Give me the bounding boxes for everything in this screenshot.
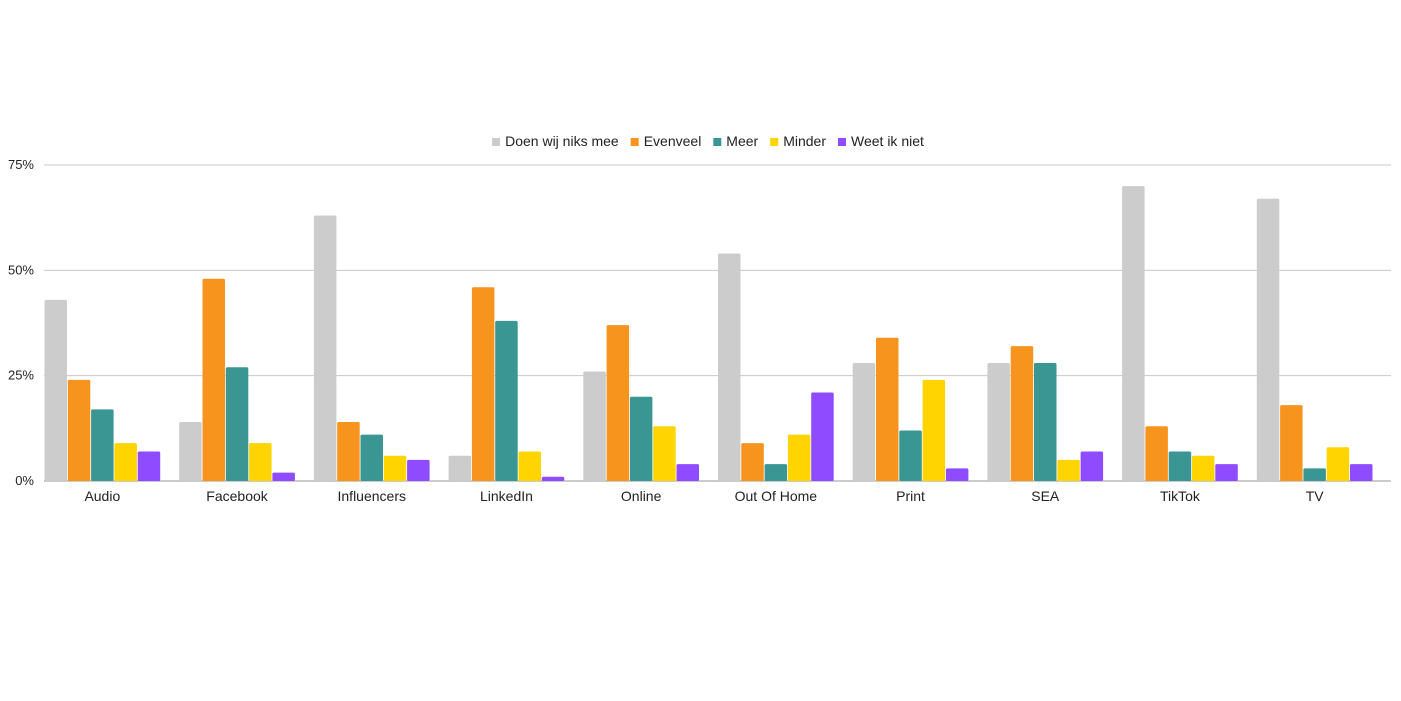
bar [407,459,430,481]
bar [137,451,161,481]
bar [1215,464,1238,481]
legend-label: Doen wij niks mee [505,133,619,149]
bar [1122,186,1145,481]
bar [811,392,834,481]
bar [653,426,676,481]
bar [606,325,630,481]
bar [1280,405,1303,481]
bar [1145,426,1168,481]
bar [1256,198,1280,481]
legend: Doen wij niks mee Evenveel Meer Minder Weet … [492,133,924,149]
bar [1326,447,1350,481]
legend-label: Evenveel [644,133,702,149]
x-category-label: LinkedIn [480,488,533,504]
bar [718,253,741,481]
bar [852,363,876,481]
bar [1057,459,1080,481]
y-tick-label: 25% [8,368,34,383]
legend-swatch [838,138,847,146]
legend-label: Meer [726,133,758,149]
bar [272,472,295,481]
bar [114,443,137,481]
legend-item: Minder [770,133,826,149]
legend-item: Meer [713,133,759,149]
bar [495,320,518,481]
legend-label: Minder [783,133,826,149]
x-category-label: Online [621,488,662,504]
legend-item: Weet ik niet [838,133,924,149]
bar [676,464,699,481]
bar [876,337,899,481]
x-axis-categories: Audio Facebook Influencers LinkedIn Online Ou… [84,488,1324,504]
legend-swatch [492,138,501,146]
bar [1350,464,1373,481]
x-category-label: Audio [84,488,120,504]
x-category-label: Facebook [206,488,268,504]
bar [1168,451,1192,481]
bar [337,422,360,481]
x-category-label: SEA [1031,488,1060,504]
bar [1010,346,1034,481]
bar [1080,451,1104,481]
legend-swatch [630,138,639,146]
legend-swatch [770,138,779,146]
bar [225,367,249,481]
bar [67,379,91,481]
legend-item: Evenveel [630,133,702,149]
legend-item: Doen wij niks mee [492,133,619,149]
bar [360,434,383,481]
y-axis-ticks: 0% 25% 50% 75% [8,157,34,488]
bar [1303,468,1326,481]
bar [987,363,1010,481]
bar [899,430,922,481]
bar [629,396,653,481]
bar [383,455,407,481]
bar [44,299,67,481]
bar [249,443,272,481]
bar [945,468,969,481]
bar [1192,455,1215,481]
bar [583,371,606,481]
bar [764,464,788,481]
bar [313,215,337,481]
bar [922,379,946,481]
legend-swatch [713,138,722,146]
bar [448,455,472,481]
bar [787,434,811,481]
bar [202,278,225,481]
bar [741,443,764,481]
x-category-label: Out Of Home [735,488,818,504]
bar [541,476,565,481]
bar [179,422,202,481]
x-category-label: TikTok [1160,488,1201,504]
bar [471,287,495,481]
x-category-label: Print [896,488,925,504]
legend-label: Weet ik niet [851,133,924,149]
bars [44,186,1373,481]
bar [1034,363,1057,481]
x-category-label: TV [1306,488,1325,504]
bar [91,409,114,481]
bar [518,451,541,481]
y-tick-label: 50% [8,262,34,277]
y-tick-label: 75% [8,157,34,172]
y-tick-label: 0% [15,473,34,488]
gridlines [44,164,1391,482]
x-category-label: Influencers [338,488,406,504]
